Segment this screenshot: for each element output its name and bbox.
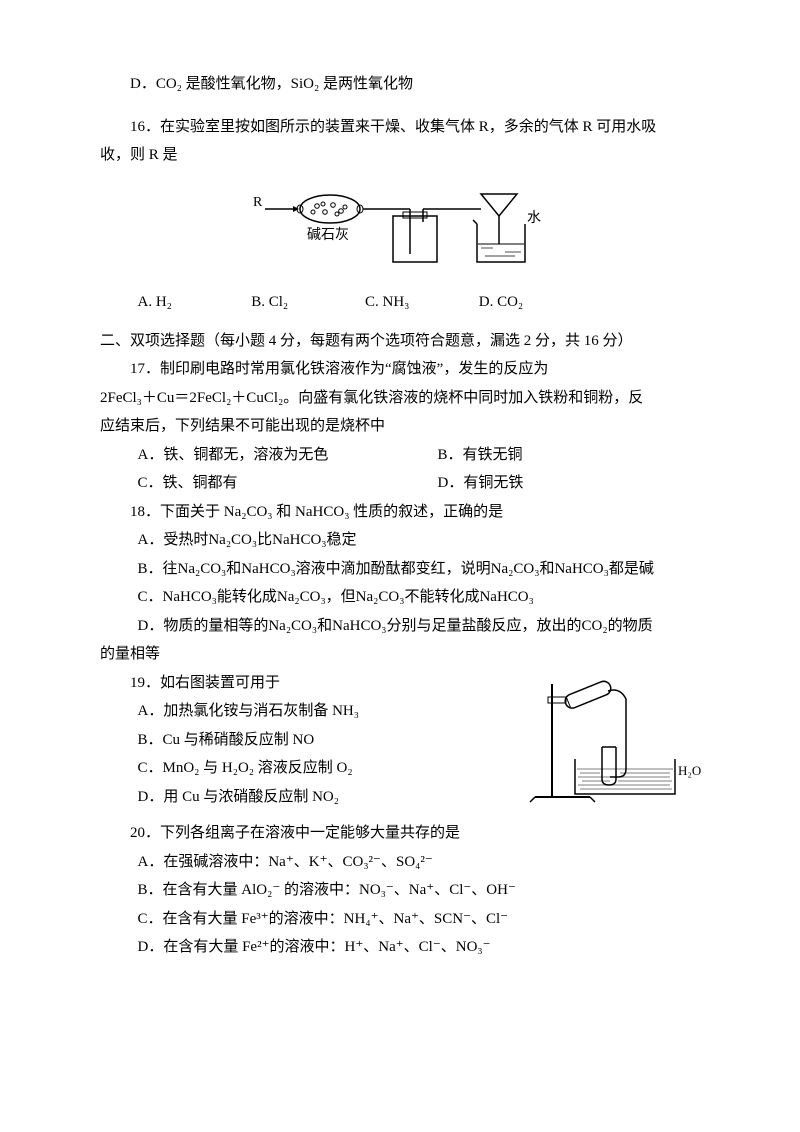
label-h2o: H₂O bbox=[678, 763, 701, 778]
q16-opt-d: D. CO₂ bbox=[479, 288, 589, 317]
q18-opt-d2: 的量相等 bbox=[100, 640, 710, 669]
q17-opt-c: C．铁、铜都有 bbox=[138, 469, 438, 498]
q17-stem-2: 2FeCl₃＋Cu＝2FeCl₂＋CuCl₂。向盛有氯化铁溶液的烧杯中同时加入铁… bbox=[100, 384, 710, 413]
q17-opt-d: D．有铜无铁 bbox=[438, 469, 524, 498]
q18-opt-d1: D．物质的量相等的Na₂CO₃和NaHCO₃分别与足量盐酸反应，放出的CO₂的物… bbox=[100, 612, 710, 641]
q17-opt-a: A．铁、铜都无，溶液为无色 bbox=[138, 441, 438, 470]
q18-opt-b: B．往Na₂CO₃和NaHCO₃溶液中滴加酚酞都变红，说明Na₂CO₃和NaHC… bbox=[100, 555, 710, 584]
q16-stem-line1: 16．在实验室里按如图所示的装置来干燥、收集气体 R，多余的气体 R 可用水吸 bbox=[100, 113, 710, 142]
q17-stem-3: 应结束后，下列结果不可能出现的是烧杯中 bbox=[100, 412, 710, 441]
q16-opt-a: A. H₂ bbox=[138, 288, 248, 317]
q19-opt-b: B．Cu 与稀硝酸反应制 NO bbox=[100, 726, 520, 755]
q16-opt-c: C. NH₃ bbox=[365, 288, 475, 317]
q19-opt-a: A．加热氯化铵与消石灰制备 NH₃ bbox=[100, 697, 520, 726]
q18-stem: 18．下面关于 Na₂CO₃ 和 NaHCO₃ 性质的叙述，正确的是 bbox=[100, 498, 710, 527]
q16-opt-b: B. Cl₂ bbox=[251, 288, 361, 317]
q16-options: A. H₂ B. Cl₂ C. NH₃ D. CO₂ bbox=[100, 288, 710, 317]
q19-figure: H₂O bbox=[520, 669, 710, 820]
q15-option-d: D．CO₂ 是酸性氧化物，SiO₂ 是两性氧化物 bbox=[100, 70, 710, 99]
section-2-heading: 二、双项选择题（每小题 4 分，每题有两个选项符合题意，漏选 2 分，共 16 … bbox=[100, 327, 710, 356]
label-soda-lime: 碱石灰 bbox=[307, 227, 349, 243]
q19-opt-c: C．MnO₂ 与 H₂O₂ 溶液反应制 O₂ bbox=[100, 754, 520, 783]
q19-stem: 19．如右图装置可用于 bbox=[100, 669, 520, 698]
q19-opt-d: D．用 Cu 与浓硝酸反应制 NO₂ bbox=[100, 783, 520, 812]
q17-options: A．铁、铜都无，溶液为无色 B．有铁无铜 C．铁、铜都有 D．有铜无铁 bbox=[100, 441, 710, 498]
q16-stem-line2: 收，则 R 是 bbox=[100, 141, 710, 170]
q18-opt-a: A．受热时Na₂CO₃比NaHCO₃稳定 bbox=[100, 526, 710, 555]
q20-opt-b: B．在含有大量 AlO₂⁻ 的溶液中：NO₃⁻、Na⁺、Cl⁻、OH⁻ bbox=[100, 876, 710, 905]
label-water: 水 bbox=[527, 210, 541, 226]
q18-opt-c: C．NaHCO₃能转化成Na₂CO₃，但Na₂CO₃不能转化成NaHCO₃ bbox=[100, 583, 710, 612]
q20-opt-c: C．在含有大量 Fe³⁺的溶液中：NH₄⁺、Na⁺、SCN⁻、Cl⁻ bbox=[100, 905, 710, 934]
q20-opt-d: D．在含有大量 Fe²⁺的溶液中：H⁺、Na⁺、Cl⁻、NO₃⁻ bbox=[100, 933, 710, 962]
q20-stem: 20．下列各组离子在溶液中一定能够大量共存的是 bbox=[100, 819, 710, 848]
q17-stem-1: 17．制印刷电路时常用氯化铁溶液作为“腐蚀液”，发生的反应为 bbox=[100, 355, 710, 384]
q16-figure: R 碱石灰 水 bbox=[100, 174, 710, 285]
q20-opt-a: A．在强碱溶液中：Na⁺、K⁺、CO₃²⁻、SO₄²⁻ bbox=[100, 848, 710, 877]
label-r: R bbox=[253, 195, 263, 210]
q17-opt-b: B．有铁无铜 bbox=[438, 441, 523, 470]
